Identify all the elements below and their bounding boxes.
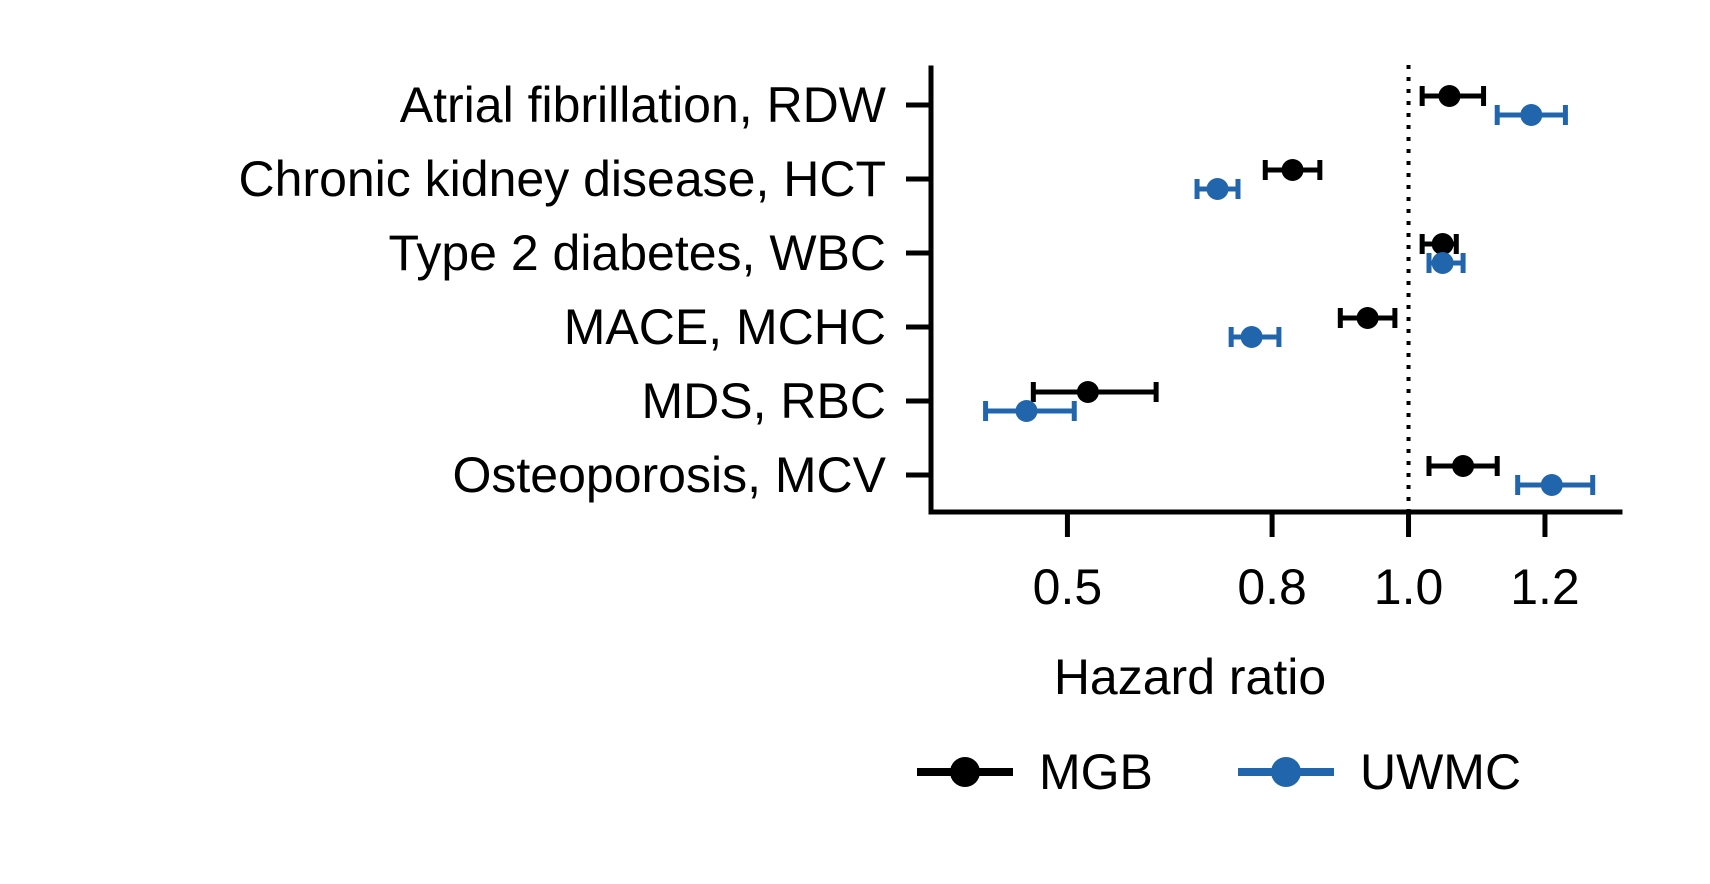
- category-label: Type 2 diabetes, WBC: [389, 225, 886, 281]
- legend-marker-dot-mgb: [950, 757, 980, 787]
- point-uwmc: [1431, 252, 1454, 274]
- category-label: Atrial fibrillation, RDW: [400, 77, 887, 133]
- point-mgb: [1438, 85, 1461, 107]
- x-axis-title: Hazard ratio: [1054, 649, 1326, 705]
- x-tick-label: 1.2: [1510, 559, 1580, 615]
- point-mgb: [1452, 455, 1475, 477]
- point-mgb: [1356, 307, 1379, 329]
- x-tick-label: 1.0: [1374, 559, 1444, 615]
- category-label: Osteoporosis, MCV: [453, 447, 887, 503]
- legend-marker-dot-uwmc: [1271, 757, 1301, 787]
- x-tick-label: 0.8: [1237, 559, 1307, 615]
- point-uwmc: [1520, 104, 1543, 126]
- point-uwmc: [1240, 326, 1263, 348]
- legend-label-mgb: MGB: [1039, 744, 1153, 800]
- point-uwmc: [1206, 178, 1229, 200]
- category-label: MDS, RBC: [642, 373, 886, 429]
- category-label: MACE, MCHC: [564, 299, 886, 355]
- category-label: Chronic kidney disease, HCT: [239, 151, 887, 207]
- legend-label-uwmc: UWMC: [1360, 744, 1521, 800]
- x-tick-label: 0.5: [1033, 559, 1103, 615]
- point-uwmc: [1540, 474, 1563, 496]
- point-mgb: [1281, 159, 1304, 181]
- plot-marks-layer: [906, 65, 1623, 787]
- point-uwmc: [1015, 400, 1038, 422]
- point-mgb: [1076, 381, 1099, 403]
- point-mgb: [1431, 233, 1454, 255]
